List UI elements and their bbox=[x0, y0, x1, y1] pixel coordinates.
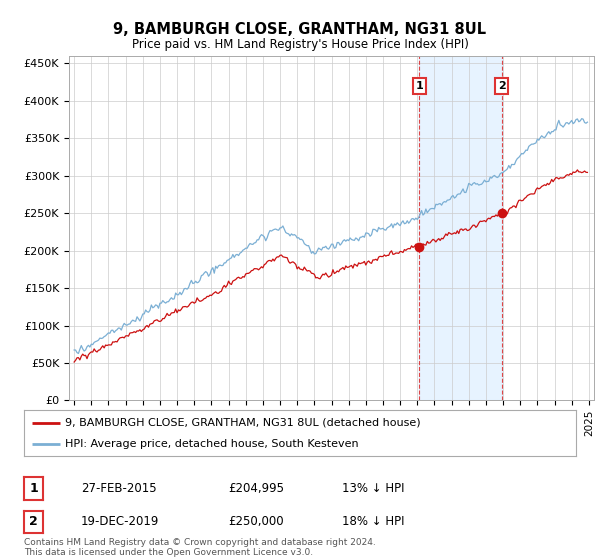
Text: This data is licensed under the Open Government Licence v3.0.: This data is licensed under the Open Gov… bbox=[24, 548, 313, 557]
Text: 19-DEC-2019: 19-DEC-2019 bbox=[81, 515, 160, 529]
Text: £250,000: £250,000 bbox=[228, 515, 284, 529]
Text: 27-FEB-2015: 27-FEB-2015 bbox=[81, 482, 157, 495]
Text: 9, BAMBURGH CLOSE, GRANTHAM, NG31 8UL (detached house): 9, BAMBURGH CLOSE, GRANTHAM, NG31 8UL (d… bbox=[65, 418, 421, 428]
Text: 9, BAMBURGH CLOSE, GRANTHAM, NG31 8UL: 9, BAMBURGH CLOSE, GRANTHAM, NG31 8UL bbox=[113, 22, 487, 38]
Text: 1: 1 bbox=[29, 482, 38, 495]
Bar bbox=[419, 56, 502, 400]
Text: 2: 2 bbox=[29, 515, 38, 529]
Text: 1: 1 bbox=[416, 81, 424, 91]
Text: Contains HM Land Registry data © Crown copyright and database right 2024.: Contains HM Land Registry data © Crown c… bbox=[24, 538, 376, 547]
Text: 2: 2 bbox=[498, 81, 506, 91]
Text: 18% ↓ HPI: 18% ↓ HPI bbox=[342, 515, 404, 529]
Text: HPI: Average price, detached house, South Kesteven: HPI: Average price, detached house, Sout… bbox=[65, 439, 359, 449]
Text: 13% ↓ HPI: 13% ↓ HPI bbox=[342, 482, 404, 495]
Text: Price paid vs. HM Land Registry's House Price Index (HPI): Price paid vs. HM Land Registry's House … bbox=[131, 38, 469, 51]
Text: £204,995: £204,995 bbox=[228, 482, 284, 495]
